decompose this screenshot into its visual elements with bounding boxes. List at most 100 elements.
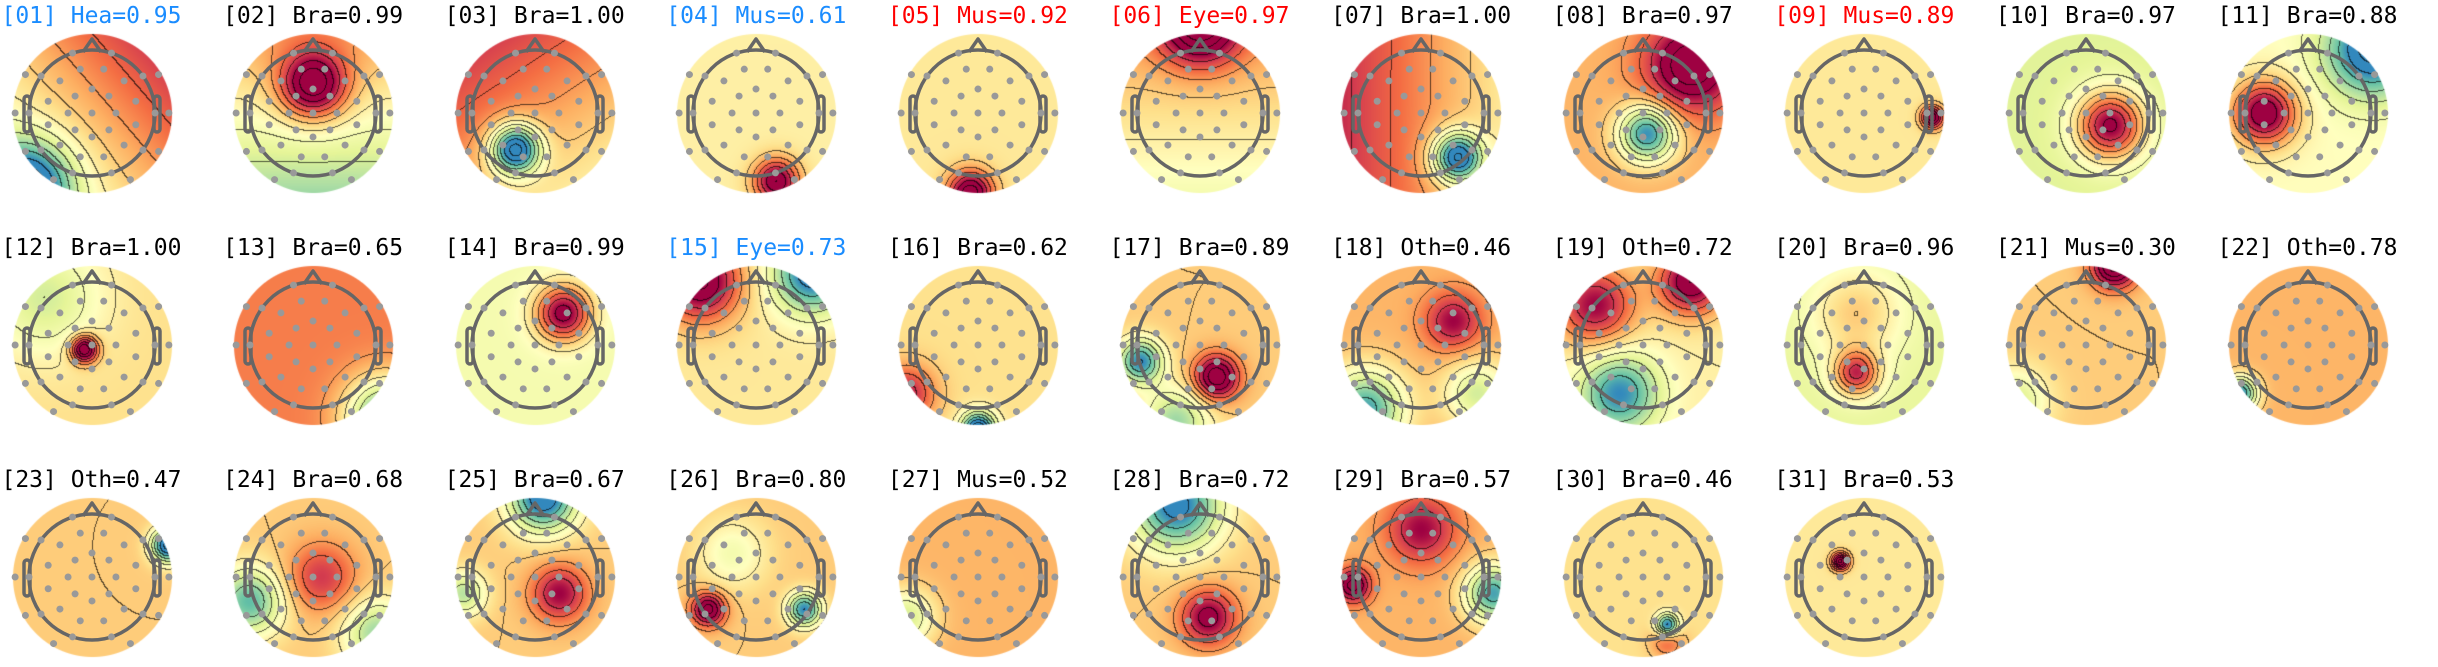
nose-icon: [81, 37, 102, 53]
electrode-dot: [1794, 535, 1802, 543]
electrode-dot: [2043, 408, 2051, 416]
electrode-dot: [1627, 529, 1635, 537]
electrode-dot: [2101, 281, 2109, 289]
head-outline: [11, 37, 172, 184]
electrode-dot: [531, 597, 539, 605]
electrode-dot: [154, 71, 162, 79]
electrode-dot: [258, 72, 266, 80]
head-outline: [675, 501, 837, 648]
electrode-dot: [1405, 153, 1413, 161]
electrode-dot: [44, 353, 52, 361]
electrode-dot: [1656, 358, 1664, 366]
component-title: [30] Bra=0.46: [1552, 467, 1733, 493]
electrode-dot: [309, 85, 317, 93]
electrode-dot: [907, 71, 915, 79]
electrode-dot: [487, 353, 495, 361]
component-title: [27] Mus=0.52: [887, 467, 1068, 493]
electrode-dot: [232, 109, 240, 117]
topomap: [452, 31, 617, 195]
electrode-dot: [569, 176, 577, 184]
electrode-dot: [1880, 49, 1888, 57]
component-cell: [17] Bra=0.89: [1089, 233, 1311, 465]
electrode-dot: [2367, 109, 2374, 117]
electrode-dot: [1484, 71, 1492, 79]
electrode-dot: [64, 573, 72, 581]
electrode-dot: [1809, 378, 1817, 386]
component-cell: [22] Oth=0.78: [2197, 233, 2419, 465]
electrode-dot: [993, 169, 1001, 177]
electrode-dot: [1828, 77, 1836, 85]
electrode-dot: [120, 309, 128, 317]
electrode-dot: [1246, 304, 1254, 312]
electrode-dot: [954, 281, 962, 289]
electrode-dot: [594, 573, 602, 581]
component-title: [06] Eye=0.97: [1109, 3, 1290, 29]
electrode-dot: [1119, 573, 1127, 581]
electrode-dot: [1690, 536, 1698, 544]
electrode-dot: [735, 590, 743, 598]
head-outline: [675, 269, 837, 416]
electrode-dot: [708, 329, 716, 337]
electrode-dot: [1212, 358, 1220, 366]
electrode-dot: [974, 597, 982, 605]
electrode-dot: [569, 408, 577, 416]
head-outline: [1562, 501, 1724, 648]
electrode-dot: [1683, 585, 1691, 593]
electrode-dot: [1468, 304, 1476, 312]
electrode-dot: [1716, 341, 1724, 349]
electrode-dot: [1196, 133, 1203, 141]
electrode-dot: [1012, 408, 1020, 416]
topomap: [452, 263, 617, 427]
electrode-dot: [2114, 141, 2122, 149]
electrode-dot: [464, 71, 472, 79]
electrode-dot: [2271, 309, 2279, 317]
electrode-dot: [2287, 358, 2295, 366]
component-cell: [27] Mus=0.52: [867, 465, 1089, 667]
electrode-dot: [764, 297, 772, 305]
electrode-dot: [1145, 610, 1153, 618]
electrode-dot: [1923, 341, 1931, 349]
electrode-dot: [2320, 92, 2328, 100]
electrode-dot: [1627, 65, 1635, 73]
electrode-dot: [2323, 49, 2331, 57]
topomap: [2003, 31, 2168, 195]
electrode-dot: [2114, 309, 2122, 317]
electrode-dot: [1677, 176, 1685, 184]
electrode-dot: [531, 549, 539, 557]
electrode-dot: [1172, 573, 1180, 581]
component-cell: [24] Bra=0.68: [202, 465, 424, 667]
electrode-dot: [2159, 341, 2167, 349]
electrode-dot: [2287, 324, 2295, 332]
electrode-dot: [2336, 309, 2344, 317]
electrode-dot: [104, 556, 112, 564]
electrode-dot: [104, 590, 112, 598]
electrode-dot: [974, 341, 982, 349]
electrode-dot: [2287, 92, 2295, 100]
electrode-dot: [511, 633, 519, 641]
electrode-dot: [1658, 49, 1666, 57]
electrode-dot: [1911, 304, 1919, 312]
component-title: [16] Bra=0.62: [887, 235, 1068, 261]
electrode-dot: [37, 610, 45, 618]
head-outline: [232, 37, 394, 184]
electrode-dot: [1843, 590, 1851, 598]
electrode-dot: [131, 97, 139, 105]
electrode-dot: [1417, 549, 1425, 557]
electrode-dot: [11, 341, 19, 349]
electrode-dot: [1417, 317, 1425, 325]
electrode-dot: [2065, 92, 2073, 100]
electrode-dot: [714, 408, 722, 416]
electrode-dot: [1904, 585, 1912, 593]
electrode-dot: [2342, 408, 2350, 416]
electrode-dot: [297, 529, 305, 537]
electrode-dot: [2133, 146, 2141, 154]
electrode-dot: [376, 71, 384, 79]
head-outline: [232, 501, 394, 648]
electrode-dot: [1892, 541, 1900, 549]
topomap: [1782, 31, 1947, 195]
electrode-dot: [993, 281, 1001, 289]
electrode-dot: [1794, 379, 1802, 387]
electrode-dot: [911, 341, 919, 349]
electrode-dot: [372, 109, 380, 117]
electrode-dot: [104, 324, 112, 332]
